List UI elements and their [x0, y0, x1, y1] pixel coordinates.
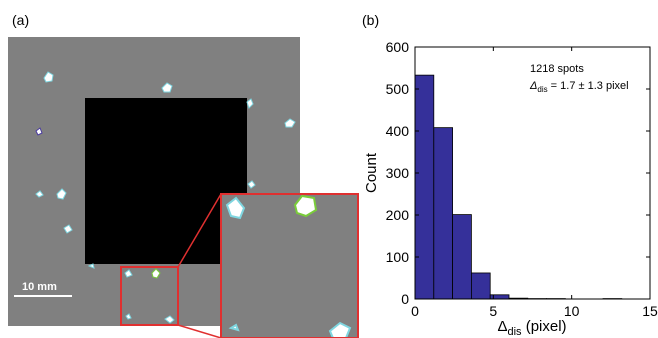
spot — [246, 98, 254, 109]
x-axis-label-unit: (pixel) — [522, 318, 567, 335]
spot — [161, 82, 173, 93]
x-tick-label: 15 — [642, 303, 658, 319]
x-axis-ticks: 0 5 10 15 — [411, 47, 658, 319]
zoom-spot — [225, 196, 246, 220]
annotation-mean-std: Δdis = 1.7 ± 1.3 pixel — [529, 80, 629, 94]
y-tick-label: 200 — [386, 207, 410, 223]
spots — [35, 71, 296, 324]
histogram-bar — [470, 272, 491, 300]
spot — [164, 315, 175, 324]
panel-b-label: (b) — [362, 12, 380, 28]
histogram-bars — [414, 74, 623, 300]
annotation-value: = 1.7 ± 1.3 pixel — [548, 80, 629, 92]
spot — [87, 263, 95, 269]
zoom-spot — [328, 321, 352, 338]
histogram-chart: 0 100 200 300 400 500 600 0 5 10 15 Count Δdis (p… — [363, 39, 658, 338]
spot — [35, 127, 43, 136]
y-tick-label: 500 — [386, 81, 410, 97]
y-tick-label: 0 — [401, 291, 409, 307]
y-axis-ticks: 0 100 200 300 400 500 600 — [386, 39, 650, 307]
scale-bar-label: 10 mm — [22, 281, 57, 293]
annotation-spot-count: 1218 spots — [530, 63, 584, 75]
spot-image: 10 mm — [8, 37, 359, 338]
annotation-symbol: Δ — [529, 80, 537, 92]
zoom-connector-line — [177, 193, 222, 268]
spot — [247, 180, 256, 189]
spot — [35, 190, 44, 198]
x-axis-label: Δdis (pixel) — [497, 318, 566, 338]
y-axis-label: Count — [363, 152, 380, 193]
annotation-subscript: dis — [537, 85, 547, 94]
y-tick-label: 400 — [386, 123, 410, 139]
x-tick-label: 0 — [411, 303, 419, 319]
spot — [151, 268, 161, 279]
y-tick-label: 300 — [386, 165, 410, 181]
panel-a-label: (a) — [12, 12, 30, 28]
x-tick-label: 10 — [564, 303, 580, 319]
spot — [124, 269, 133, 278]
spot — [63, 224, 73, 234]
zoom-connector-line — [177, 324, 222, 338]
zoom-spot — [293, 194, 318, 218]
spot — [284, 118, 296, 128]
x-axis-label-subscript: dis — [507, 326, 522, 338]
histogram-bar — [414, 74, 435, 300]
zoom-region-box — [120, 266, 179, 326]
x-axis-label-symbol: Δ — [497, 318, 507, 335]
histogram-bar — [452, 214, 472, 300]
x-tick-label: 5 — [489, 303, 497, 319]
zoom-inset-background — [221, 194, 358, 338]
zoom-inset-frame — [220, 193, 359, 338]
histogram-bar — [433, 127, 453, 300]
zoom-inset — [220, 193, 359, 338]
zoom-spot — [228, 323, 240, 332]
spot — [125, 313, 132, 320]
y-tick-label: 600 — [386, 39, 410, 55]
spot — [43, 71, 54, 83]
spot — [56, 188, 67, 200]
y-tick-label: 100 — [386, 249, 410, 265]
